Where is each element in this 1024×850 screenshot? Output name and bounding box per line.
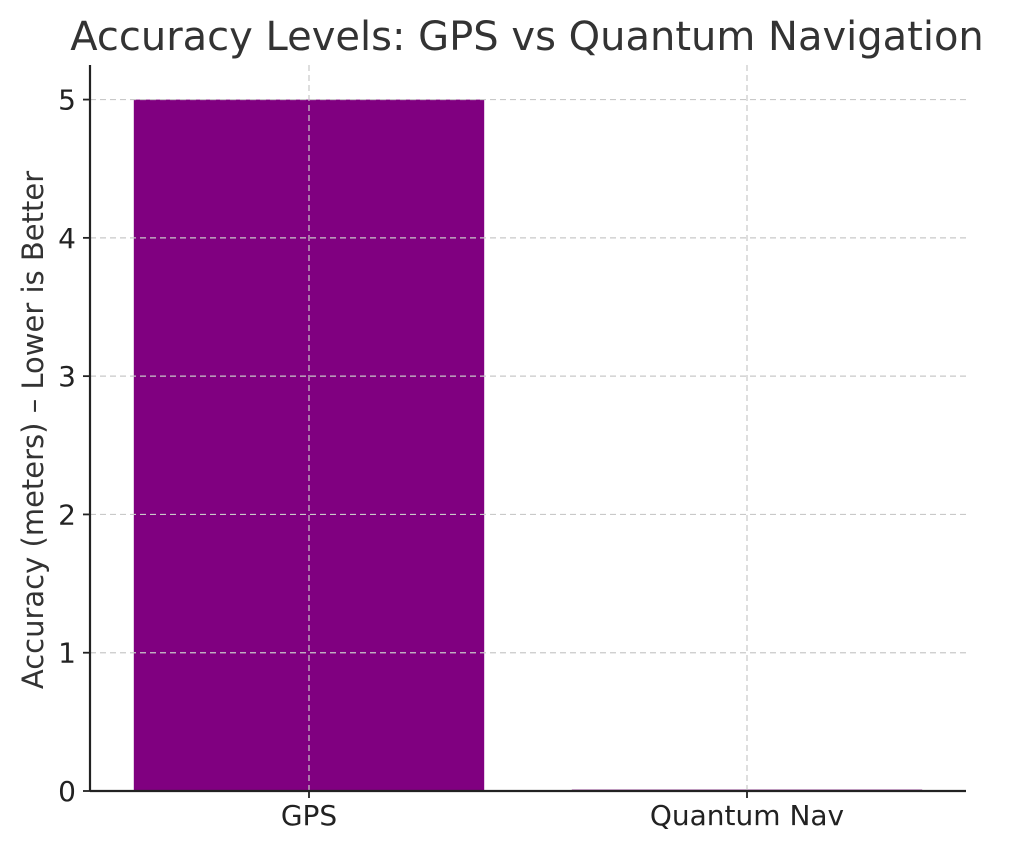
y-tick-label: 5 <box>58 84 76 117</box>
bars <box>133 99 923 792</box>
y-axis-label: Accuracy (meters) – Lower is Better <box>16 171 50 689</box>
y-tick-label: 1 <box>58 637 76 670</box>
x-axis-ticks: GPS Quantum Nav <box>281 791 844 832</box>
y-axis-ticks: 0 1 2 3 4 5 <box>58 84 90 808</box>
chart-title: Accuracy Levels: GPS vs Quantum Navigati… <box>70 14 984 60</box>
x-tick-label: GPS <box>281 799 337 832</box>
axes <box>88 65 966 793</box>
y-tick-label: 3 <box>58 360 76 393</box>
x-tick-label: Quantum Nav <box>650 799 844 832</box>
y-tick-label: 4 <box>58 222 76 255</box>
grid <box>90 65 966 791</box>
y-tick-label: 0 <box>58 775 76 808</box>
y-tick-label: 2 <box>58 498 76 531</box>
